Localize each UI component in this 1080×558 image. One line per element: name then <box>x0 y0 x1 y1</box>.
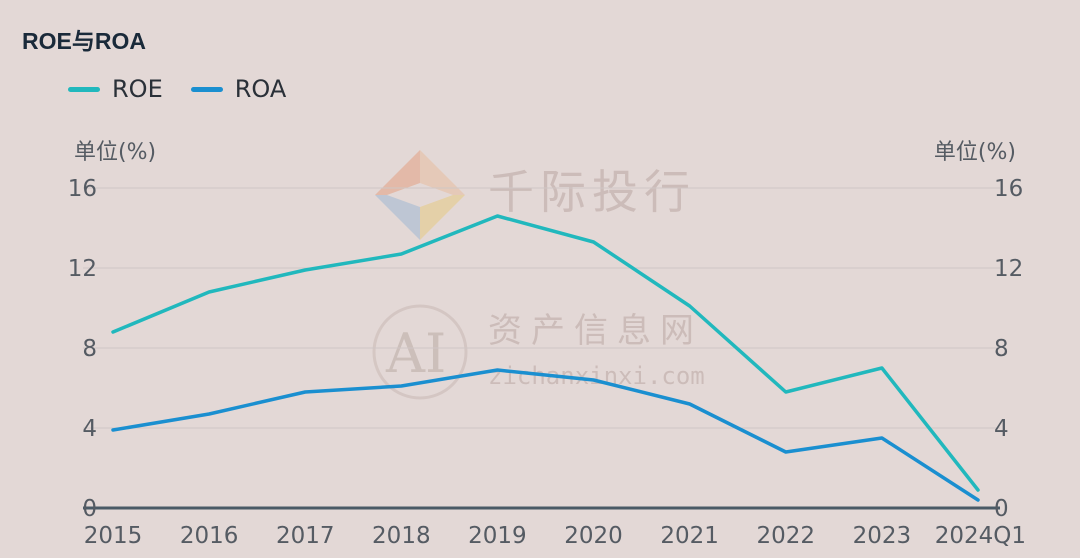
y-tick-label-right: 4 <box>994 416 1009 442</box>
y-tick-label-left: 16 <box>68 176 97 202</box>
x-tick-label: 2022 <box>757 523 816 549</box>
x-tick-label: 2017 <box>276 523 335 549</box>
x-tick-label: 2016 <box>180 523 239 549</box>
watermark-ai-logo: AI <box>385 322 446 385</box>
y-tick-label-left: 8 <box>82 336 97 362</box>
watermark-brand: 千际投行 <box>488 165 696 219</box>
legend: ROE ROA <box>68 75 286 103</box>
watermark: 千际投行 AI 资产信息网 zichanxinxi.com <box>372 150 705 400</box>
y-tick-label-left: 0 <box>82 496 97 522</box>
x-tick-label: 2021 <box>660 523 719 549</box>
watermark-ai-circle <box>372 304 468 400</box>
y-tick-label-right: 0 <box>994 496 1009 522</box>
legend-item-roe: ROE <box>68 75 163 103</box>
legend-swatch-roa <box>190 86 223 92</box>
x-tick-label: 2023 <box>853 523 912 549</box>
legend-label-roa: ROA <box>234 75 287 103</box>
legend-item-roa: ROA <box>190 75 287 103</box>
x-tick-label: 2020 <box>564 523 623 549</box>
legend-label-roe: ROE <box>112 75 163 103</box>
x-tick-label: 2024Q1 <box>935 523 1026 549</box>
y-tick-label-left: 12 <box>68 256 97 282</box>
series-layer <box>111 214 980 502</box>
series-line-roa <box>111 368 980 502</box>
grid-layer <box>83 187 1000 510</box>
x-tick-label: 2019 <box>468 523 527 549</box>
y-axis-unit-left: 单位(%) <box>74 140 157 165</box>
x-tick-label: 2015 <box>84 523 143 549</box>
y-tick-label-right: 8 <box>994 336 1009 362</box>
legend-swatch-roe <box>68 86 100 92</box>
x-tick-label: 2018 <box>372 523 431 549</box>
y-axis-unit-right: 单位(%) <box>933 140 1016 165</box>
watermark-logo-icon <box>375 150 465 240</box>
y-tick-label-left: 4 <box>82 416 97 442</box>
watermark-url: zichanxinxi.com <box>488 362 705 390</box>
watermark-brand2: 资产信息网 <box>488 311 703 351</box>
y-tick-label-right: 16 <box>994 176 1023 202</box>
tick-layer: 0 0 4 4 8 8 12 12 16 16 2015 2016 2017 2018 2019 2020 20… <box>68 176 1026 549</box>
series-line-roe <box>111 214 980 492</box>
chart-title: ROE与ROA <box>22 28 146 54</box>
y-tick-label-right: 12 <box>994 256 1023 282</box>
